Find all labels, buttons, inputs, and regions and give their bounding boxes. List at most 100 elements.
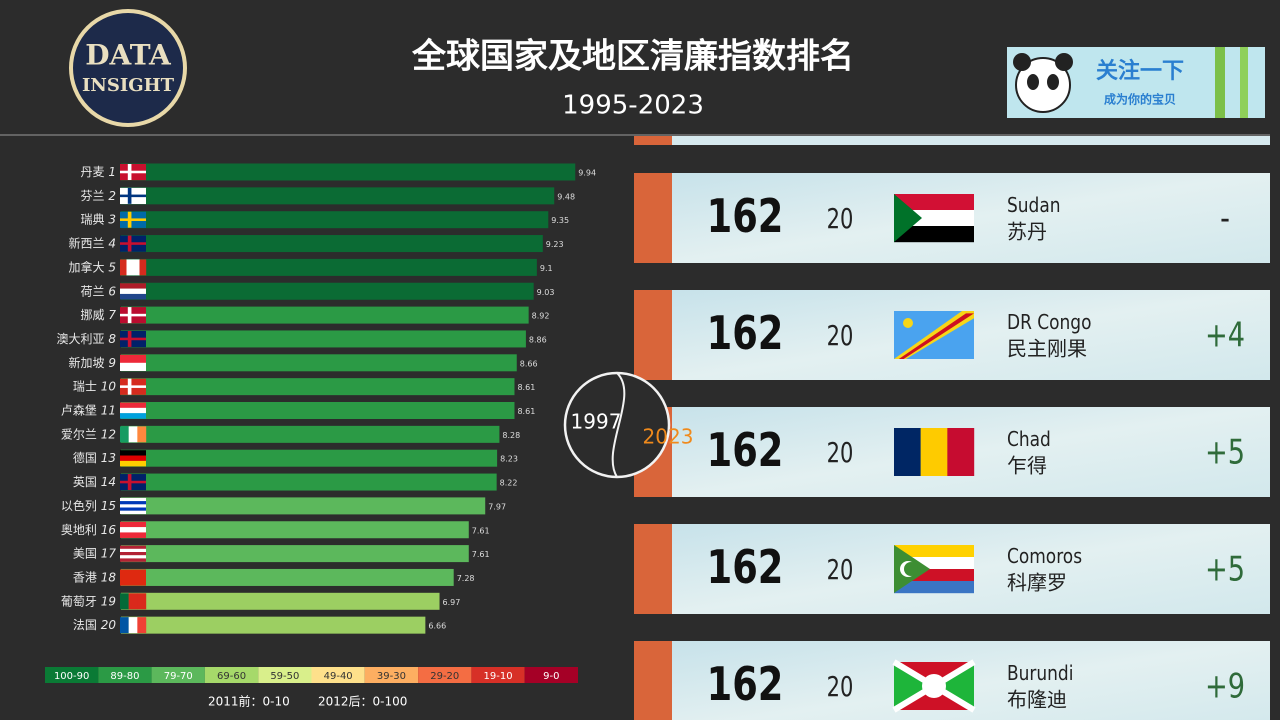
card-edge <box>634 641 672 720</box>
bar <box>121 330 526 348</box>
legend-swatch <box>364 667 419 683</box>
category-label: 奥地利 16 <box>61 522 116 536</box>
card-change: +5 <box>1205 549 1245 589</box>
page-subtitle: 1995-2023 <box>562 91 704 121</box>
card-rank: 162 <box>707 306 784 360</box>
flag-cross <box>120 385 146 388</box>
flag-cross <box>120 313 146 317</box>
logo-text: DATA <box>85 39 172 72</box>
bar <box>121 306 529 324</box>
country-name: 美国 <box>73 546 97 560</box>
card-name-en: Burundi <box>1007 663 1073 686</box>
panda-ear <box>1055 53 1073 71</box>
rank-number: 9 <box>108 355 116 369</box>
category-label: 瑞士 10 <box>73 379 116 393</box>
country-name: 芬兰 <box>81 188 105 202</box>
bar-value-label: 7.61 <box>472 550 490 559</box>
country-name: 新西兰 <box>69 235 105 250</box>
flag-stripe <box>120 545 146 549</box>
category-label: 爱尔兰 12 <box>61 426 116 441</box>
bar-value-label: 8.66 <box>520 359 538 368</box>
category-label: 香港 18 <box>73 570 116 584</box>
card-name-en: Sudan <box>1007 195 1061 218</box>
card-edge <box>634 173 672 263</box>
legend-label: 100-90 <box>54 671 89 682</box>
bar-value-label: 7.97 <box>488 502 506 511</box>
flag-cross <box>120 194 146 198</box>
category-label: 瑞典 3 <box>81 212 116 226</box>
flag-stripe <box>120 460 146 467</box>
bar <box>121 568 454 586</box>
flag-stripe <box>120 283 146 289</box>
flag-stripe <box>120 407 146 414</box>
country-name: 卢森堡 <box>61 402 97 417</box>
bar <box>121 211 549 229</box>
bamboo <box>1215 47 1225 118</box>
bar-value-label: 9.03 <box>537 288 555 297</box>
country-name: 德国 <box>73 450 97 465</box>
flag-stripe <box>120 558 146 562</box>
legend-swatch <box>204 667 259 683</box>
flag-stripe <box>120 521 146 528</box>
flag-stripe <box>120 510 146 515</box>
flag-cross <box>120 218 146 221</box>
rank-number: 15 <box>101 498 116 512</box>
bar-value-label: 6.66 <box>428 622 446 631</box>
flag-cross <box>120 170 146 174</box>
rank-number: 16 <box>101 522 117 536</box>
bar <box>121 282 534 300</box>
flag-triangle <box>894 194 922 242</box>
country-name: 英国 <box>73 475 97 489</box>
flag-stripe <box>120 497 146 502</box>
bar-value-label: 7.28 <box>457 574 475 583</box>
country-name: 加拿大 <box>69 259 105 274</box>
flag-stripe <box>120 402 146 409</box>
card-name-zh: 科摩罗 <box>1007 571 1067 595</box>
flag-cross <box>120 480 146 484</box>
bar <box>121 402 515 419</box>
flag-stripe <box>120 532 146 538</box>
card-change: +9 <box>1205 666 1245 706</box>
legend: 100-90 89-80 79-70 69-60 59-50 49-40 39-30 29-2… <box>45 667 578 709</box>
flag-stripe <box>120 354 146 363</box>
flag-stripe <box>120 527 146 533</box>
card-name-zh: 苏丹 <box>1007 220 1047 244</box>
rank-number: 14 <box>101 475 116 489</box>
page-title: 全球国家及地区清廉指数排名 <box>411 37 854 77</box>
flag-stripe <box>120 413 146 419</box>
logo-text: INSIGHT <box>82 75 175 96</box>
card-rank: 162 <box>707 540 784 594</box>
card-score: 20 <box>827 670 854 703</box>
flag-stripe <box>128 617 138 634</box>
card-name-zh: 民主刚果 <box>1007 337 1087 361</box>
category-label: 丹麦 1 <box>81 165 116 179</box>
country-name: 瑞士 <box>73 379 97 393</box>
country-name: 葡萄牙 <box>61 594 97 608</box>
year-dial: 1997 2023 <box>563 371 694 479</box>
category-label: 葡萄牙 19 <box>61 594 116 608</box>
bar-value-label: 9.1 <box>540 264 553 273</box>
flag-stripe <box>120 552 146 556</box>
follow-banner[interactable]: 关注一下 成为你的宝贝 <box>1007 47 1265 118</box>
card-rank: 162 <box>707 423 784 477</box>
flag-star <box>903 318 913 328</box>
card-score: 20 <box>827 319 854 352</box>
rank-number: 18 <box>101 570 117 584</box>
flag-cross <box>120 242 146 245</box>
card-edge <box>634 136 672 145</box>
bar-value-label: 8.28 <box>502 431 520 440</box>
card-score: 20 <box>827 436 854 469</box>
flag-stripe <box>137 593 147 610</box>
rank-number: 3 <box>108 212 116 226</box>
flag-stripe <box>120 593 129 610</box>
dial-current-year: 2023 <box>643 425 694 449</box>
bar-value-label: 9.35 <box>551 216 569 225</box>
rank-number: 6 <box>108 284 116 298</box>
flag-stripe <box>894 428 921 476</box>
legend-label: 9-0 <box>543 671 559 682</box>
bar-value-label: 8.61 <box>517 407 535 416</box>
bar <box>121 163 576 181</box>
bar <box>121 616 426 634</box>
flag-stripe <box>137 426 147 443</box>
